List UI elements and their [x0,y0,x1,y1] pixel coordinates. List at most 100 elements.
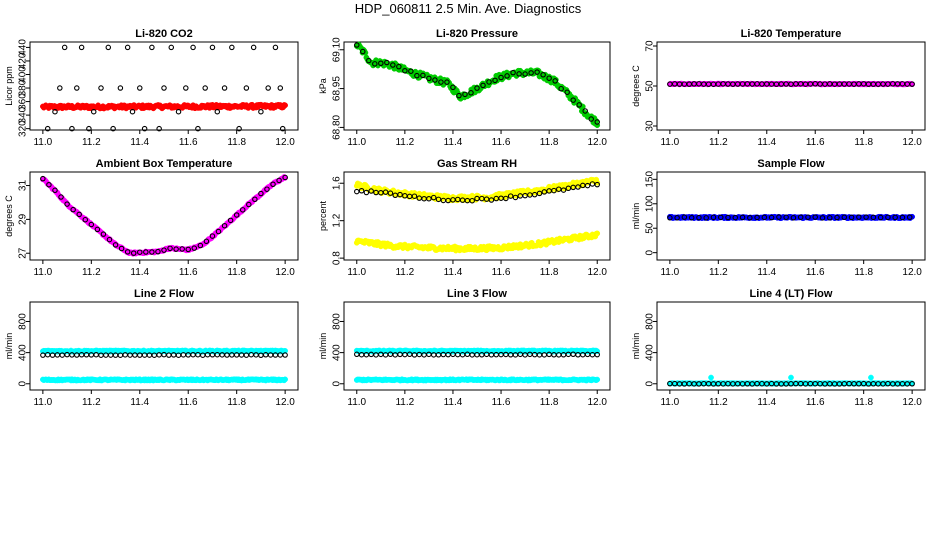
data-point [90,108,97,115]
data-point [870,214,877,221]
y-tick-label: 50 [645,222,656,234]
data-point [594,119,600,125]
y-tick-label: 400 [645,344,656,361]
x-tick-label: 11.8 [854,267,873,278]
x-tick-label: 11.8 [227,267,246,278]
series-sample-points [667,214,913,221]
data-point [797,214,804,220]
x-tick-label: 11.0 [347,137,366,148]
data-point [46,181,52,188]
data-point [368,188,374,194]
data-point [168,44,175,51]
y-tick-label: 800 [645,313,656,330]
data-point [137,249,143,255]
data-point [503,195,509,202]
data-point [129,108,136,115]
data-point [725,214,731,221]
x-tick-label: 12.0 [902,267,922,278]
x-tick-label: 11.2 [82,267,101,278]
y-tick-label: 68.95 [332,76,343,101]
x-tick-label: 12.0 [275,397,295,408]
data-point [411,193,418,199]
series-ambient-points [40,174,288,256]
data-point [468,90,474,96]
data-point [106,236,113,243]
series-pressure-points [354,42,600,125]
x-tick-label: 11.8 [540,267,559,278]
x-tick-label: 12.0 [902,137,922,148]
data-point [856,214,862,220]
data-point [190,44,196,51]
data-point [117,85,124,91]
data-point [565,185,572,192]
data-point [536,190,543,197]
data-point [185,246,191,253]
x-tick-label: 11.2 [395,397,414,408]
data-point [282,348,288,354]
y-axis-label: ml/min [4,333,14,360]
data-point [179,246,185,252]
data-point [909,81,915,87]
panel-title: Li-820 Pressure [436,28,518,40]
data-point [788,374,794,381]
data-point [88,221,95,228]
data-point [899,214,906,221]
data-point [221,85,228,91]
x-tick-label: 12.0 [275,137,295,148]
data-point [173,246,179,252]
data-point [57,85,63,91]
x-tick-label: 11.8 [854,137,873,148]
figure-title: HDP_060811 2.5 Min. Ave. Diagnostics [354,1,582,16]
data-point [492,77,498,84]
data-point [761,214,768,221]
x-tick-label: 11.4 [757,397,776,408]
x-tick-label: 12.0 [587,267,607,278]
panel-title: Line 2 Flow [134,288,194,300]
data-point [40,175,46,182]
data-point [696,214,702,221]
data-point [78,44,85,51]
x-tick-label: 11.6 [806,397,825,408]
data-point [282,352,288,358]
chart-panel-6: Sample Flow ml/min 11.0 11.2 11.4 11.6 11.8 12.… [631,158,926,278]
data-point [64,201,70,207]
y-tick-label: 380 [18,79,29,96]
data-point [396,63,402,70]
data-point [76,211,82,218]
data-point [552,78,558,84]
y-tick-label: 420 [17,52,28,69]
data-point [69,125,75,132]
data-point [141,125,148,132]
y-tick-label: 400 [332,344,343,361]
x-tick-label: 11.8 [540,137,559,148]
data-point [258,108,264,115]
x-tick-label: 11.0 [33,267,52,278]
data-point [372,61,378,67]
data-point [498,74,504,81]
series-co2-points [44,44,286,132]
x-tick-label: 11.8 [540,397,559,408]
data-point [354,188,360,195]
data-point [486,79,492,85]
plot-frame [29,171,299,261]
data-point [909,380,915,387]
x-tick-label: 11.0 [660,267,679,278]
data-point [892,214,898,221]
x-tick-label: 11.6 [179,397,198,408]
y-tick-label: 0 [332,381,343,387]
y-tick-label: 1.2 [332,213,343,227]
data-point [282,174,288,181]
data-point [488,197,495,203]
x-tick-label: 11.0 [33,397,52,408]
data-point [250,44,257,51]
data-point [516,71,522,77]
y-tick-label: 50 [645,80,656,92]
plot-frame [656,301,926,391]
data-point [556,186,562,192]
y-axis-label: degrees C [631,65,641,107]
data-point [834,214,840,221]
data-point [546,75,552,81]
data-point [863,214,869,220]
data-point [827,215,833,221]
y-tick-label: 1.6 [332,176,343,190]
